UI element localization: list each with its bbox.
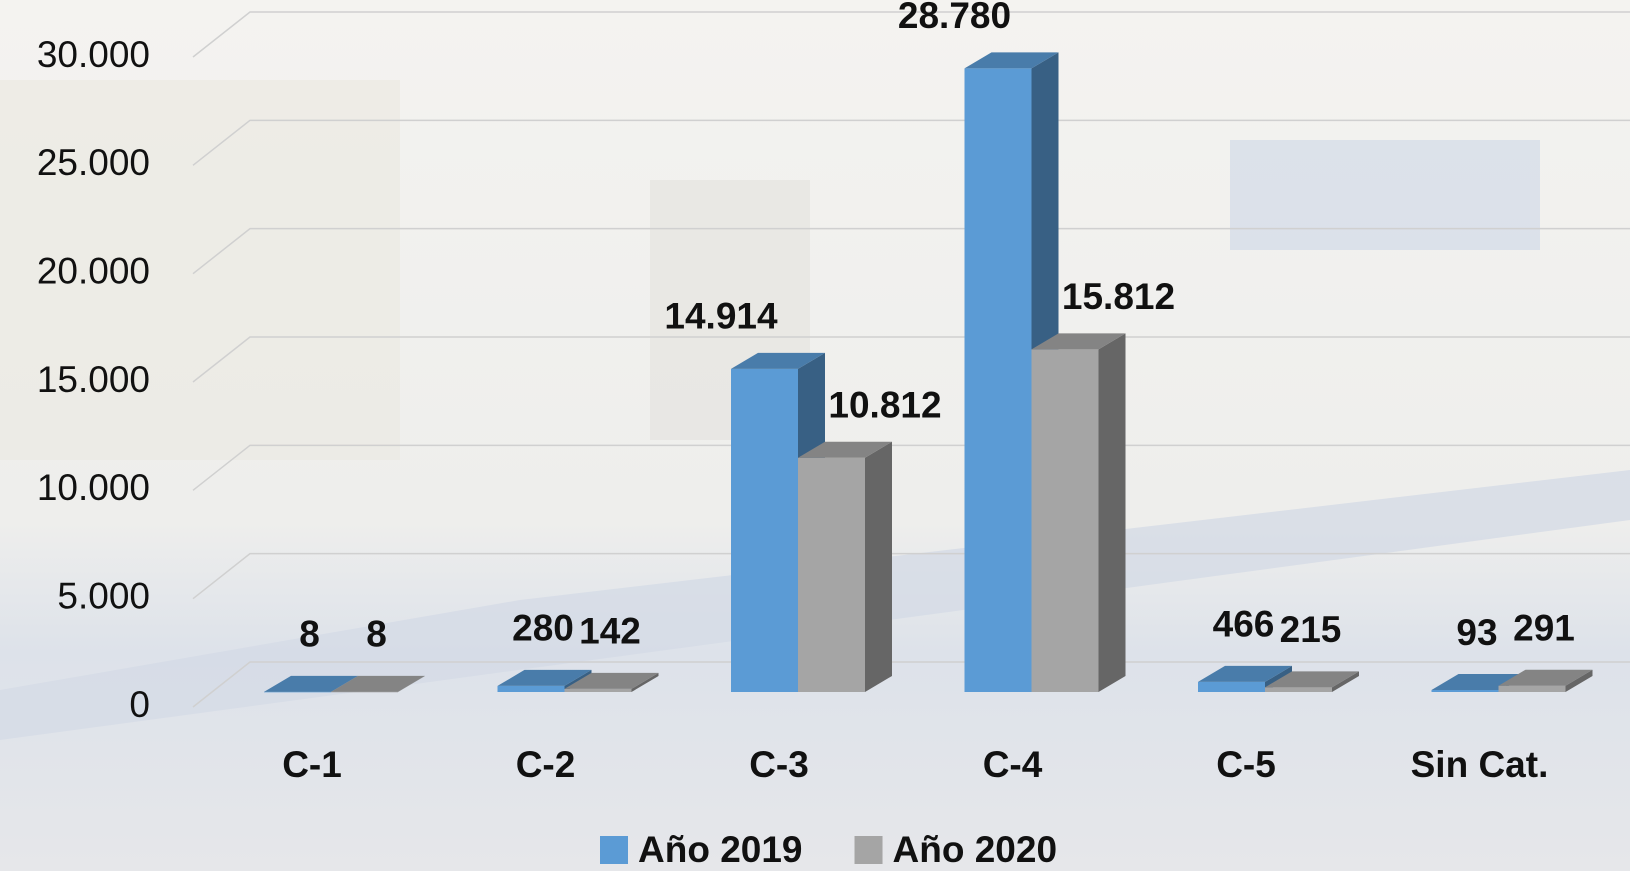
bar-front [331, 691, 398, 693]
bar-front [497, 685, 565, 692]
value-label: 142 [579, 611, 641, 652]
bar-side [398, 675, 425, 692]
value-label: 15.812 [1062, 276, 1175, 317]
value-label: 280 [512, 608, 574, 649]
bar-front [1198, 681, 1265, 692]
bar-side [1098, 333, 1126, 692]
bar-front [264, 691, 331, 693]
value-label: 8 [366, 614, 387, 655]
bar-front [564, 688, 632, 692]
x-tick-label: C-3 [749, 744, 809, 785]
legend-swatch [854, 836, 883, 864]
x-tick-label: C-4 [983, 744, 1043, 785]
grid [192, 11, 1630, 708]
bar-front [798, 457, 865, 692]
legend-label: Año 2020 [893, 829, 1058, 870]
bar [1031, 333, 1126, 692]
value-label: 8 [299, 614, 320, 655]
bar-front [1431, 689, 1499, 692]
bar [564, 672, 659, 692]
legend-label: Año 2019 [638, 829, 803, 870]
bar-side [1332, 671, 1359, 692]
grid-line [192, 661, 1630, 708]
background-awning [1230, 140, 1540, 250]
bar-top [331, 675, 425, 692]
y-tick-label: 15.000 [37, 359, 150, 400]
bar-top [264, 675, 358, 692]
y-tick-label: 0 [129, 684, 150, 725]
grid-line [192, 552, 1630, 600]
grid-line [192, 336, 1630, 383]
value-label: 466 [1213, 604, 1275, 645]
bar-side [631, 672, 659, 692]
y-tick-label: 5.000 [57, 575, 150, 616]
y-tick-label: 20.000 [37, 250, 150, 291]
grid-line [192, 444, 1630, 491]
bars [264, 52, 1593, 693]
value-label: 28.780 [898, 0, 1011, 36]
bar-front [1498, 685, 1566, 692]
bar-top [1498, 669, 1593, 686]
bar-front [1265, 687, 1332, 692]
x-tick-label: C-2 [516, 744, 576, 785]
bar-top [964, 52, 1059, 69]
bar-top [731, 352, 825, 369]
bar [798, 441, 892, 692]
bar-side [1565, 669, 1593, 692]
value-label: 14.914 [664, 296, 778, 337]
value-label: 215 [1280, 609, 1342, 650]
bar-top [1265, 671, 1359, 688]
bar-top [1031, 333, 1126, 350]
x-tick-label: C-1 [282, 744, 342, 785]
legend-swatch [600, 836, 628, 864]
bar-front [964, 68, 1032, 692]
y-tick-label: 10.000 [37, 467, 150, 508]
bar [1498, 669, 1593, 692]
bar [331, 675, 425, 693]
background-window [0, 80, 400, 460]
x-tick-label: C-5 [1216, 744, 1276, 785]
y-tick-label: 25.000 [37, 142, 150, 183]
labels: 0 5.000 10.000 15.000 20.000 25.000 30.000 C-1 8… [37, 0, 1575, 870]
bar-top [798, 441, 892, 458]
bar-top [497, 669, 592, 686]
bar-top [564, 672, 659, 689]
value-label: 10.812 [828, 385, 941, 426]
value-label: 291 [1513, 607, 1575, 648]
grid-line [192, 227, 1630, 275]
bar-top [1198, 665, 1292, 682]
bar-front [1031, 349, 1099, 692]
grid-line [192, 119, 1630, 166]
bar-side [865, 441, 892, 692]
bar-front [731, 368, 798, 692]
bar [1265, 671, 1359, 692]
x-tick-label: Sin Cat. [1411, 744, 1549, 785]
value-label: 93 [1456, 612, 1497, 653]
y-tick-label: 30.000 [37, 34, 150, 75]
grid-line [192, 11, 1630, 58]
